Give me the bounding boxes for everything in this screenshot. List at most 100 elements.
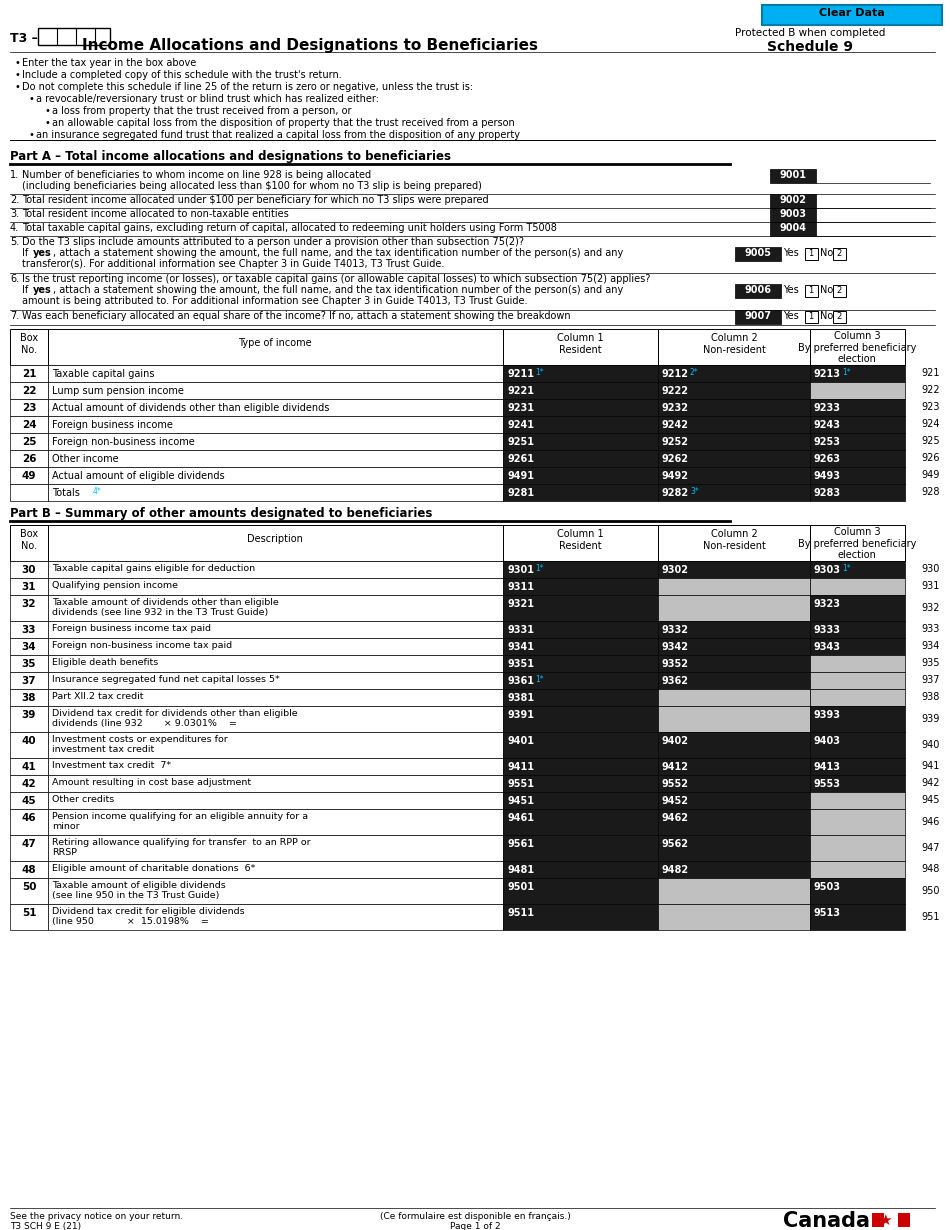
Bar [48, 638, 503, 656]
Bar [48, 689, 503, 706]
Text: Foreign non-business income: Foreign non-business income [52, 437, 195, 446]
Text: 9503: 9503 [814, 882, 841, 892]
Bar [48, 383, 503, 399]
Bar [503, 365, 658, 383]
Text: 9491: 9491 [507, 471, 534, 481]
Text: 45: 45 [22, 796, 36, 806]
Text: 937: 937 [922, 675, 940, 685]
Text: 946: 946 [922, 817, 940, 827]
Bar [48, 483, 503, 501]
Text: 9301: 9301 [507, 565, 534, 574]
Text: Taxable amount of dividends other than eligible: Taxable amount of dividends other than e… [52, 598, 278, 606]
Text: 40: 40 [22, 736, 36, 747]
Text: 951: 951 [922, 911, 940, 922]
Bar [810, 525, 905, 561]
Text: 34: 34 [22, 642, 36, 652]
Text: 9333: 9333 [814, 625, 841, 635]
Text: Number of beneficiaries to whom income on line 928 is being allocated: Number of beneficiaries to whom income o… [22, 170, 371, 180]
Bar [503, 656, 658, 672]
Text: 3.: 3. [10, 209, 19, 219]
Text: Canada: Canada [783, 1212, 870, 1230]
Text: 4*: 4* [93, 487, 102, 496]
Text: 9511: 9511 [507, 908, 534, 918]
Text: 923: 923 [922, 402, 940, 412]
Bar [10, 450, 48, 467]
Text: 9281: 9281 [507, 488, 534, 498]
Text: Column 2
Non-resident: Column 2 Non-resident [703, 333, 766, 354]
Text: 9006: 9006 [745, 285, 771, 295]
Text: Total taxable capital gains, excluding return of capital, allocated to redeeming: Total taxable capital gains, excluding r… [22, 223, 557, 232]
Bar [810, 561, 905, 578]
Bar [503, 399, 658, 416]
Bar [658, 809, 810, 835]
Text: 9303: 9303 [814, 565, 841, 574]
Text: 928: 928 [922, 487, 940, 497]
Text: No: No [820, 311, 833, 321]
Bar [503, 525, 658, 561]
Text: Protected B when completed: Protected B when completed [734, 28, 885, 38]
Text: Total resident income allocated under $100 per beneficiary for which no T3 slips: Total resident income allocated under $1… [22, 196, 488, 205]
Text: 9411: 9411 [507, 763, 534, 772]
Bar [503, 483, 658, 501]
Bar [658, 792, 810, 809]
Text: investment tax credit: investment tax credit [52, 745, 154, 754]
Text: 9391: 9391 [507, 710, 534, 720]
Text: 9332: 9332 [662, 625, 689, 635]
Bar [48, 672, 503, 689]
Text: Enter the tax year in the box above: Enter the tax year in the box above [22, 58, 197, 68]
Bar [48, 433, 503, 450]
Text: 2*: 2* [690, 368, 698, 378]
Text: 939: 939 [922, 713, 940, 724]
Text: •: • [14, 70, 20, 80]
Bar [10, 706, 48, 732]
Text: T3 –: T3 – [10, 32, 38, 46]
Text: T3 SCH 9 E (21): T3 SCH 9 E (21) [10, 1221, 81, 1230]
Text: 42: 42 [22, 779, 36, 788]
Bar [810, 450, 905, 467]
Bar [833, 248, 846, 260]
Text: 9262: 9262 [662, 454, 689, 464]
Text: 1: 1 [808, 287, 813, 295]
Text: Taxable capital gains eligible for deduction: Taxable capital gains eligible for deduc… [52, 565, 256, 573]
Bar [658, 758, 810, 775]
Text: 9007: 9007 [745, 311, 771, 321]
Bar [810, 706, 905, 732]
Text: Part XII.2 tax credit: Part XII.2 tax credit [52, 692, 143, 701]
Bar [48, 706, 503, 732]
Bar [658, 416, 810, 433]
Text: an allowable capital loss from the disposition of property that the trust receiv: an allowable capital loss from the dispo… [52, 118, 515, 128]
Text: 51: 51 [22, 908, 36, 918]
Text: 1*: 1* [842, 368, 850, 378]
Text: 9493: 9493 [814, 471, 841, 481]
Bar [658, 595, 810, 621]
Text: a loss from property that the trust received from a person, or: a loss from property that the trust rece… [52, 106, 352, 116]
Bar [833, 311, 846, 323]
Bar [10, 809, 48, 835]
Bar [503, 578, 658, 595]
Bar [658, 835, 810, 861]
Text: , attach a statement showing the amount, the full name, and the tax identificati: , attach a statement showing the amount,… [53, 248, 623, 258]
Text: dividends (see line 932 in the T3 Trust Guide): dividends (see line 932 in the T3 Trust … [52, 608, 268, 617]
Bar [762, 5, 942, 25]
Bar [48, 861, 503, 878]
Text: 9413: 9413 [814, 763, 841, 772]
Bar [10, 467, 48, 483]
Text: 9222: 9222 [662, 386, 689, 396]
Text: Box
No.: Box No. [20, 529, 38, 551]
Text: No: No [820, 248, 833, 258]
Text: 1*: 1* [842, 565, 850, 573]
Text: yes: yes [33, 285, 51, 295]
Text: Include a completed copy of this schedule with the trust's return.: Include a completed copy of this schedul… [22, 70, 342, 80]
Text: 1*: 1* [535, 675, 543, 684]
Text: Is the trust reporting income (or losses), or taxable capital gains (or allowabl: Is the trust reporting income (or losses… [22, 274, 651, 284]
Text: 3*: 3* [690, 487, 699, 496]
Bar [810, 775, 905, 792]
Text: 38: 38 [22, 692, 36, 704]
Text: 22: 22 [22, 386, 36, 396]
Text: 39: 39 [22, 710, 36, 720]
Text: 921: 921 [922, 368, 940, 378]
Text: •: • [14, 58, 20, 68]
Text: Column 2
Non-resident: Column 2 Non-resident [703, 529, 766, 551]
Text: 933: 933 [922, 624, 940, 633]
Text: yes: yes [33, 248, 51, 258]
